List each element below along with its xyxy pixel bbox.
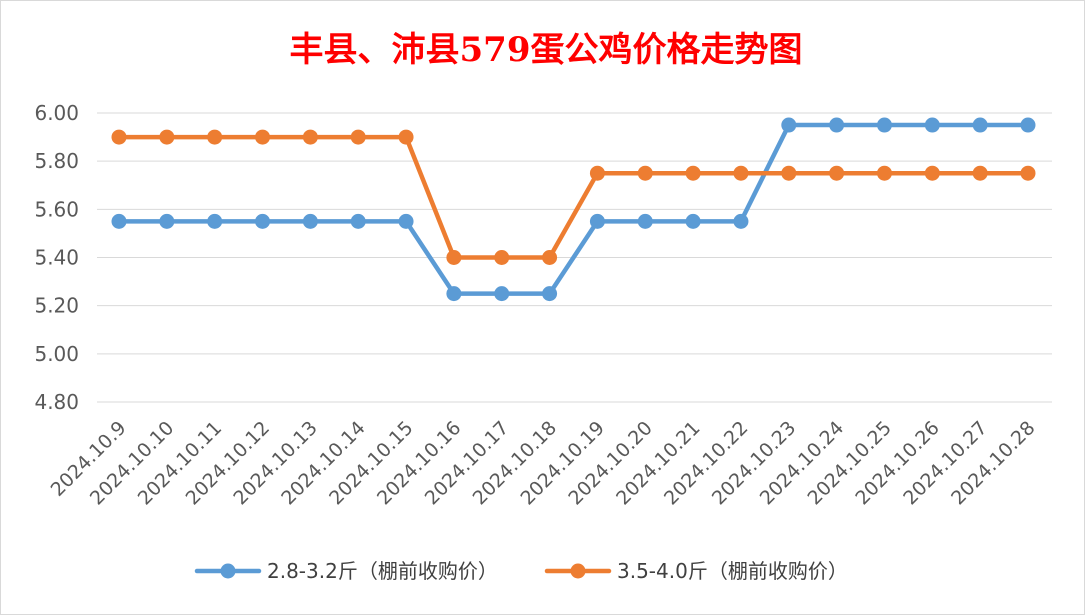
y-tick-label: 5.00 (34, 342, 79, 366)
data-point (446, 286, 462, 302)
data-point (733, 165, 749, 181)
y-tick-label: 5.60 (34, 197, 79, 221)
data-point (398, 129, 414, 145)
y-tick-label: 5.80 (34, 149, 79, 173)
data-point (733, 213, 749, 229)
data-point (637, 165, 653, 181)
legend-label: 3.5-4.0斤（棚前收购价） (617, 559, 848, 583)
data-point (350, 129, 366, 145)
legend-item-2: 3.5-4.0斤（棚前收购价） (544, 559, 848, 583)
chart-title: 丰县、沛县579蛋公鸡价格走势图 (290, 30, 803, 70)
data-point (972, 117, 988, 133)
data-point (494, 286, 510, 302)
data-point (207, 213, 223, 229)
y-tick-label: 6.00 (34, 101, 79, 125)
data-point (829, 117, 845, 133)
data-point (446, 250, 462, 265)
data-point (829, 165, 845, 181)
data-point (302, 213, 318, 229)
legend-marker (220, 563, 236, 579)
data-point (1020, 165, 1036, 181)
data-point (159, 129, 175, 145)
x-axis-tick-labels: 2024.10.92024.10.102024.10.112024.10.122… (47, 417, 1040, 509)
y-tick-label: 4.80 (34, 390, 79, 414)
series-line (116, 134, 1031, 260)
series-lines (111, 117, 1036, 302)
data-point (1020, 117, 1036, 133)
data-point (876, 117, 892, 133)
y-axis-tick-labels: 6.00 5.80 5.60 5.40 5.20 5.00 4.80 (34, 101, 79, 414)
data-point (876, 165, 892, 181)
data-point (159, 213, 175, 229)
data-point (781, 165, 797, 181)
legend-item-1: 2.8-3.2斤（棚前收购价） (194, 559, 498, 583)
series-1 (111, 117, 1036, 302)
data-point (972, 165, 988, 181)
legend: 2.8-3.2斤（棚前收购价） 3.5-4.0斤（棚前收购价） (194, 559, 848, 583)
data-point (637, 213, 653, 229)
data-point (542, 286, 558, 302)
data-point (589, 213, 605, 229)
data-point (685, 165, 701, 181)
data-point (302, 129, 318, 145)
data-point (398, 213, 414, 229)
data-point (685, 213, 701, 229)
series-2 (111, 129, 1036, 265)
data-point (924, 165, 940, 181)
data-point (589, 165, 605, 181)
data-point (255, 213, 271, 229)
y-tick-label: 5.40 (34, 246, 79, 270)
data-point (924, 117, 940, 133)
data-point (494, 250, 510, 265)
data-point (111, 129, 127, 145)
data-point (781, 117, 797, 133)
data-point (207, 129, 223, 145)
data-point (255, 129, 271, 145)
legend-label: 2.8-3.2斤（棚前收购价） (267, 559, 498, 583)
data-point (542, 250, 558, 265)
y-tick-label: 5.20 (34, 294, 79, 318)
series-line (116, 122, 1031, 296)
data-point (111, 213, 127, 229)
data-point (350, 213, 366, 229)
legend-marker (570, 563, 586, 579)
